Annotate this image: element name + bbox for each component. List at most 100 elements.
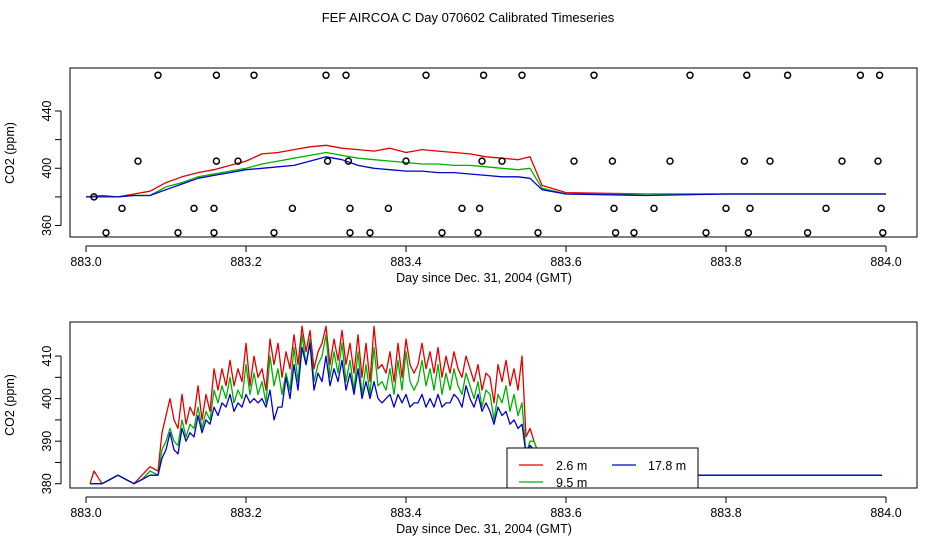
x-tick-label: 883.8 [710, 506, 741, 520]
data-marker [323, 157, 332, 165]
legend: 2.6 m 17.8 m 9.5 m [506, 447, 699, 490]
data-marker [475, 204, 484, 213]
legend-label-2-6m: 2.6 m [556, 459, 587, 473]
data-marker [210, 204, 218, 213]
bottom-panel: 883.0 883.2 883.4 883.6 883.8 884.0 380 390 400… [3, 321, 918, 536]
bottom-y-axis-label: CO2 (ppm) [3, 374, 17, 436]
data-marker [740, 157, 749, 165]
data-marker [458, 204, 466, 213]
data-marker [344, 157, 353, 165]
chart-title: FEF AIRCOA C Day 070602 Calibrated Times… [322, 10, 615, 25]
top-x-axis: 883.0 883.2 883.4 883.6 883.8 884.0 [70, 245, 902, 269]
x-tick-label: 883.2 [230, 506, 261, 520]
data-marker [838, 157, 846, 165]
data-marker [102, 228, 110, 237]
top-x-axis-label: Day since Dec. 31, 2004 (GMT) [396, 271, 572, 285]
bottom-x-axis-label: Day since Dec. 31, 2004 (GMT) [396, 522, 572, 536]
data-marker [744, 228, 753, 237]
legend-label-17-8m: 17.8 m [648, 459, 686, 473]
y-tick-label: 400 [40, 388, 54, 409]
data-marker [534, 228, 542, 237]
data-marker [766, 157, 774, 165]
data-marker [874, 157, 882, 165]
y-tick-label: 380 [40, 473, 54, 494]
data-marker [570, 157, 578, 165]
series-line-1 [86, 151, 886, 198]
series-line-0 [85, 144, 886, 198]
series-line-2 [86, 156, 886, 198]
x-tick-label: 883.8 [710, 255, 741, 269]
data-marker [346, 204, 354, 213]
data-marker [803, 228, 812, 237]
data-marker [322, 71, 330, 79]
data-marker [474, 228, 482, 237]
data-marker [478, 157, 486, 165]
y-tick-label: 390 [40, 431, 54, 452]
data-marker [190, 204, 198, 213]
data-marker [743, 71, 751, 79]
top-panel: 883.0 883.2 883.4 883.6 883.8 884.0 360 400 440… [3, 67, 918, 285]
data-marker [498, 157, 506, 165]
data-marker [590, 71, 598, 79]
data-marker [118, 204, 126, 213]
data-marker [611, 228, 620, 237]
data-marker [630, 228, 638, 237]
x-tick-label: 883.4 [390, 506, 421, 520]
series-line-9-5-m [90, 334, 882, 485]
x-tick-label: 883.0 [70, 506, 101, 520]
data-marker [610, 204, 618, 213]
x-tick-label: 883.0 [70, 255, 101, 269]
y-tick-label: 360 [40, 215, 54, 236]
data-marker [650, 204, 658, 213]
data-marker [666, 157, 674, 165]
data-marker [438, 228, 446, 237]
data-marker [554, 204, 562, 213]
x-tick-label: 884.0 [870, 255, 901, 269]
data-marker [384, 204, 393, 213]
data-marker [402, 157, 410, 165]
data-marker [608, 157, 617, 165]
data-marker [746, 204, 754, 213]
x-tick-label: 883.6 [550, 255, 581, 269]
data-marker [212, 71, 221, 79]
data-marker [366, 228, 374, 237]
data-marker [875, 71, 884, 79]
top-y-axis: 360 400 440 [40, 100, 62, 236]
data-marker [856, 71, 865, 79]
legend-box [506, 447, 699, 489]
x-tick-label: 883.2 [230, 255, 261, 269]
data-marker [518, 71, 526, 79]
top-markers-group [90, 71, 887, 237]
bottom-plot-frame [69, 321, 918, 489]
x-tick-label: 884.0 [870, 506, 901, 520]
bottom-y-axis: 380 390 400 410 [40, 346, 62, 494]
data-marker [90, 193, 98, 201]
data-marker [422, 71, 430, 79]
legend-label-9-5m: 9.5 m [556, 476, 587, 490]
bottom-series-group [89, 325, 882, 485]
data-marker [877, 204, 885, 213]
data-marker [822, 204, 830, 213]
x-tick-label: 883.4 [390, 255, 421, 269]
data-marker [783, 71, 792, 79]
series-line-17-8-m [90, 342, 882, 485]
data-marker [686, 71, 694, 79]
top-plot-frame [69, 67, 918, 238]
data-marker [210, 228, 218, 237]
data-marker [154, 71, 162, 79]
data-marker [134, 157, 142, 165]
data-marker [174, 228, 182, 237]
data-marker [879, 228, 887, 237]
data-marker [346, 228, 354, 237]
data-marker [234, 157, 242, 165]
top-y-axis-label: CO2 (ppm) [3, 122, 17, 184]
data-marker [702, 228, 710, 237]
y-tick-label: 410 [40, 346, 54, 367]
data-marker [342, 71, 350, 79]
bottom-x-axis: 883.0 883.2 883.4 883.6 883.8 884.0 [70, 496, 902, 520]
data-marker [212, 157, 221, 165]
data-marker [270, 228, 278, 237]
x-tick-label: 883.6 [550, 506, 581, 520]
